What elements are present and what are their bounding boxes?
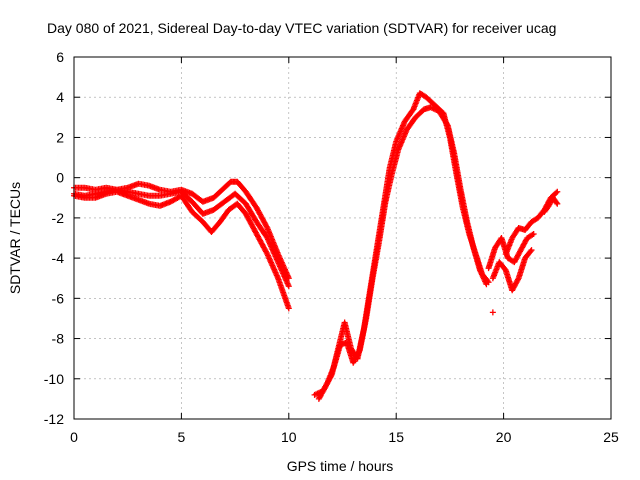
data-point bbox=[285, 305, 292, 312]
data-series bbox=[489, 309, 496, 316]
y-axis-label: SDTVAR / TECUs bbox=[7, 182, 23, 294]
chart-title: Day 080 of 2021, Sidereal Day-to-day VTE… bbox=[47, 20, 556, 36]
data-series bbox=[489, 247, 535, 294]
tick-layer: 0 5 10 15 20 25 -12 -10 -8 -6 -4 -2 0 2 4 6 bbox=[44, 49, 619, 445]
data-point bbox=[514, 276, 521, 283]
y-tick-label: -6 bbox=[52, 290, 65, 306]
data-series bbox=[71, 188, 292, 312]
data-series bbox=[541, 194, 561, 215]
data-point bbox=[443, 121, 450, 128]
x-tick-label: 15 bbox=[388, 429, 404, 445]
y-tick-label: -2 bbox=[52, 210, 65, 226]
data-point bbox=[263, 249, 270, 256]
data-point bbox=[554, 200, 561, 207]
y-tick-label: -8 bbox=[52, 331, 65, 347]
data-point bbox=[527, 248, 534, 255]
data-point bbox=[553, 189, 560, 196]
data-point bbox=[529, 231, 536, 238]
data-point bbox=[528, 247, 535, 254]
data-point bbox=[483, 281, 490, 288]
y-tick-label: 2 bbox=[56, 129, 64, 145]
plot-frame bbox=[73, 56, 612, 420]
x-tick-label: 0 bbox=[70, 429, 78, 445]
data-point bbox=[554, 188, 561, 195]
y-tick-label: -4 bbox=[52, 250, 65, 266]
data-layer bbox=[71, 90, 561, 402]
data-point bbox=[323, 381, 330, 388]
y-tick-label: -12 bbox=[44, 411, 64, 427]
data-point bbox=[263, 223, 270, 230]
y-tick-label: -10 bbox=[44, 371, 64, 387]
data-series bbox=[315, 104, 490, 402]
y-tick-label: 6 bbox=[56, 49, 64, 65]
data-series bbox=[502, 188, 561, 258]
x-tick-label: 5 bbox=[178, 429, 186, 445]
x-axis-label: GPS time / hours bbox=[287, 458, 394, 474]
x-tick-label: 10 bbox=[281, 429, 297, 445]
data-point bbox=[553, 199, 560, 206]
y-tick-label: 4 bbox=[56, 89, 64, 105]
x-tick-label: 20 bbox=[496, 429, 512, 445]
data-point bbox=[355, 348, 362, 355]
y-tick-label: 0 bbox=[56, 170, 64, 186]
data-point bbox=[285, 283, 292, 290]
x-tick-label: 25 bbox=[603, 429, 619, 445]
data-point bbox=[489, 309, 496, 316]
data-point bbox=[530, 230, 537, 237]
